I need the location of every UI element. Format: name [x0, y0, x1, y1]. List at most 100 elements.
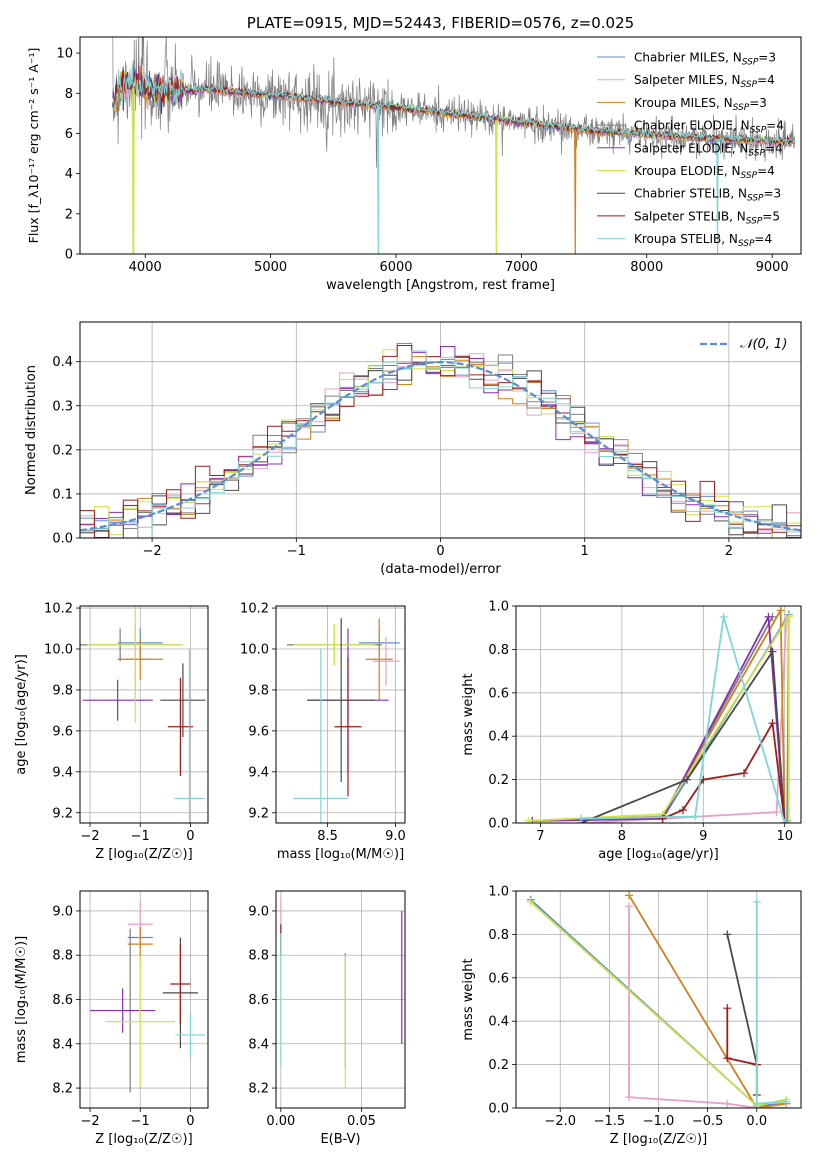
x-tick-label: 8	[618, 829, 626, 844]
x-tick-label: 9.0	[385, 829, 406, 844]
x-tick-label: 6000	[379, 260, 412, 275]
y-tick-label: 0.6	[488, 686, 509, 701]
plus-marker	[524, 816, 533, 823]
legend-label: Kroupa STELIB, NSSP=4	[634, 232, 772, 249]
errorbar-point	[372, 636, 400, 686]
plot-area	[80, 322, 801, 538]
axes-frame	[79, 321, 802, 539]
plot-area	[276, 891, 405, 1108]
errorbar-point	[167, 677, 193, 776]
y-tick-label: 9.6	[52, 724, 73, 739]
x-axis-label: Z [log₁₀(Z/Z☉)]	[95, 1132, 192, 1147]
weight-line-salpeter-miles	[581, 621, 788, 823]
panel-mass_vs_Z: −2 −1 0 8.2 8.4 8.6 8.8 9.0 Z [log₁₀(Z/Z☉)] mass …	[14, 890, 209, 1147]
y-tick-label: 8.4	[52, 1037, 73, 1052]
plus-marker	[678, 805, 687, 814]
panel-weight_vs_age: 7 8 9 10 0.0 0.2 0.4 0.6 0.8 1.0 age [log₁₀(age/yr…	[461, 600, 802, 862]
panel-weight_vs_Z: −2.0 −1.5 −1.0 −0.5 0.0 0.0 0.2 0.4 0.6 0.8 1.0 Z […	[461, 885, 802, 1147]
y-tick-label: 9.6	[248, 724, 269, 739]
y-tick-label: 9.2	[248, 806, 269, 821]
x-axis-label: wavelength [Angstrom, rest frame]	[326, 278, 555, 293]
x-tick-label: −2.0	[544, 1114, 576, 1129]
legend-label: Salpeter ELODIE, NSSP=4	[634, 141, 783, 158]
axes-frame	[275, 890, 406, 1109]
normal-curve	[80, 360, 801, 532]
y-tick-label: 0.6	[488, 971, 509, 986]
x-tick-label: −2	[80, 829, 99, 844]
errorbar-point	[307, 618, 376, 783]
plus-marker	[784, 612, 793, 621]
legend-entry: Kroupa STELIB, NSSP=4	[597, 232, 772, 249]
plus-marker	[768, 719, 777, 728]
errorbar-point	[174, 648, 205, 823]
plus-marker	[723, 1099, 732, 1108]
plot-area	[112, 37, 796, 254]
x-tick-label: 0.00	[266, 1114, 295, 1129]
errorbar-point	[82, 679, 153, 721]
y-axis-label: Flux [f_λ10⁻¹⁷ erg cm⁻² s⁻¹ A⁻¹]	[26, 48, 41, 244]
y-tick-label: 10.2	[44, 602, 73, 617]
y-tick-label: 10.0	[44, 642, 73, 657]
plus-marker	[784, 819, 793, 823]
y-tick-label: 0.4	[52, 355, 73, 370]
y-tick-label: 9.2	[52, 806, 73, 821]
x-tick-label: 0	[186, 1114, 194, 1129]
plot-area	[276, 606, 405, 823]
axes-frame	[79, 605, 209, 824]
legend-entry: Kroupa MILES, NSSP=3	[597, 96, 767, 113]
plot-area	[80, 606, 208, 823]
plus-marker	[577, 814, 586, 823]
x-tick-label: 1	[581, 544, 589, 559]
x-tick-label: 0.05	[347, 1114, 376, 1129]
x-tick-label: −1	[131, 829, 150, 844]
errorbar-point	[334, 657, 362, 797]
x-tick-label: 0.0	[746, 1114, 767, 1129]
y-tick-label: 0.1	[52, 487, 73, 502]
errorbar-point	[117, 638, 163, 680]
axes-frame	[79, 36, 802, 255]
y-tick-label: 0.0	[52, 532, 73, 547]
y-axis-label: mass weight	[461, 958, 476, 1040]
y-tick-label: 0.0	[488, 1102, 509, 1117]
plus-marker	[723, 930, 732, 939]
y-tick-label: 0.4	[488, 1015, 509, 1030]
y-axis-label: mass weight	[461, 673, 476, 755]
legend-entry: Salpeter MILES, NSSP=4	[597, 73, 775, 90]
plus-marker	[772, 808, 781, 817]
legend-entry: Chabrier MILES, NSSP=3	[597, 51, 776, 68]
weight-line-salpeter-stelib	[662, 720, 786, 823]
errorbar-point	[90, 988, 156, 1033]
panel-age_vs_Z: −2 −1 0 9.2 9.4 9.6 9.8 10.0 10.2 Z [log₁₀(Z/Z☉)]…	[14, 602, 209, 862]
errorbar-point	[365, 618, 393, 701]
y-tick-label: 9.0	[248, 904, 269, 919]
y-tick-label: 8.6	[52, 993, 73, 1008]
y-axis-label: mass [log₁₀(M/M☉)]	[14, 936, 29, 1063]
y-tick-label: 8.2	[52, 1082, 73, 1097]
y-tick-label: 0.3	[52, 399, 73, 414]
plus-marker	[752, 897, 761, 906]
y-tick-label: 0.2	[488, 773, 509, 788]
legend-label: Chabrier ELODIE, NSSP=4	[634, 119, 784, 136]
y-tick-label: 1.0	[488, 885, 509, 900]
errorbar-point	[293, 624, 376, 666]
weight-line-chabrier-stelib	[726, 934, 758, 1065]
y-tick-label: 0	[65, 248, 73, 263]
x-tick-label: 7	[536, 829, 544, 844]
plus-marker	[764, 612, 773, 621]
y-tick-label: 4	[65, 167, 73, 182]
y-tick-label: 8.6	[248, 993, 269, 1008]
y-tick-label: 8	[65, 87, 73, 102]
y-tick-label: 8.8	[248, 949, 269, 964]
plus-marker	[723, 1054, 732, 1063]
axes-frame	[275, 605, 406, 824]
errorbar-point	[87, 606, 183, 723]
y-tick-label: 9.8	[52, 683, 73, 698]
panel-mass_vs_ebv: 0.00 0.05 8.2 8.4 8.6 8.8 9.0 E(B-V)	[248, 890, 406, 1147]
x-axis-label: Z [log₁₀(Z/Z☉)]	[95, 847, 192, 862]
y-tick-label: 10.0	[240, 642, 269, 657]
legend-entry: Salpeter STELIB, NSSP=5	[597, 209, 780, 226]
plot-area	[516, 606, 801, 823]
x-tick-label: −2	[80, 1114, 99, 1129]
legend-label: Salpeter MILES, NSSP=4	[634, 73, 775, 90]
